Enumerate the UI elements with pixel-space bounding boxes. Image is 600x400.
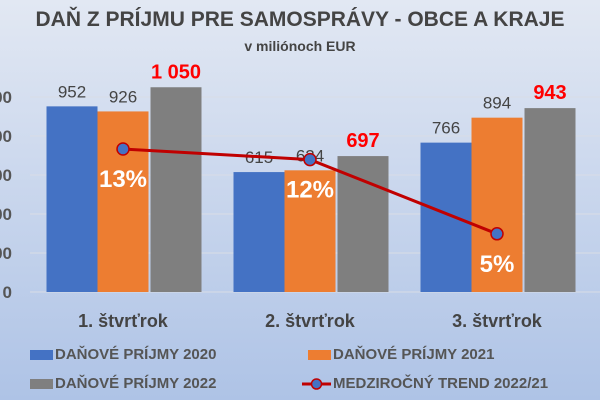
chart-title: DAŇ Z PRÍJMU PRE SAMOSPRÁVY - OBCE A KRA… <box>35 8 565 31</box>
trend-label: 12% <box>286 177 334 204</box>
x-tick-label: 2. štvrťrok <box>265 311 356 331</box>
y-tick-label: 400 <box>0 205 12 224</box>
bar <box>337 156 389 292</box>
trend-marker <box>490 227 504 241</box>
trend-label: 13% <box>99 166 147 193</box>
legend-2020: DAŇOVÉ PRÍJMY 2020 <box>30 346 216 363</box>
legend-label: MEDZIROČNÝ TREND 2022/21 <box>333 375 549 392</box>
bar <box>471 117 523 292</box>
y-tick-label: 800 <box>0 127 12 146</box>
bar <box>284 170 336 292</box>
legend-label: DAŇOVÉ PRÍJMY 2022 <box>55 375 217 392</box>
legend-swatch <box>30 378 53 389</box>
legend-swatch <box>308 349 331 360</box>
y-tick-label: 200 <box>0 244 12 263</box>
y-tick-label: 1 000 <box>0 88 12 107</box>
y-tick-label: 600 <box>0 166 12 185</box>
legend-label: DAŇOVÉ PRÍJMY 2021 <box>333 346 495 363</box>
data-label: 943 <box>533 82 566 104</box>
data-label: 952 <box>58 82 86 101</box>
x-tick-label: 3. štvrťrok <box>452 311 543 331</box>
bar <box>524 108 576 293</box>
bar <box>97 111 149 293</box>
bar <box>420 142 472 292</box>
data-label: 926 <box>109 87 137 106</box>
trend-label: 5% <box>480 251 515 278</box>
legend-swatch <box>30 349 53 360</box>
data-label: 766 <box>432 119 460 138</box>
legend-trend: MEDZIROČNÝ TREND 2022/21 <box>302 375 548 392</box>
trend-marker <box>116 142 130 156</box>
y-tick-label: 0 <box>3 283 12 302</box>
data-label: 697 <box>346 130 379 152</box>
legend-2021: DAŇOVÉ PRÍJMY 2021 <box>308 346 494 363</box>
x-tick-label: 1. štvrťrok <box>78 311 169 331</box>
chart-subtitle: v miliónoch EUR <box>244 38 356 54</box>
legend-2022: DAŇOVÉ PRÍJMY 2022 <box>30 375 216 392</box>
bar <box>46 106 98 292</box>
trend-marker <box>303 152 317 167</box>
legend-line-marker-icon <box>302 377 331 390</box>
data-label: 894 <box>483 94 511 113</box>
bar <box>150 87 202 292</box>
legend-label: DAŇOVÉ PRÍJMY 2020 <box>55 346 217 363</box>
bar <box>233 172 285 292</box>
data-label: 1 050 <box>151 61 201 83</box>
